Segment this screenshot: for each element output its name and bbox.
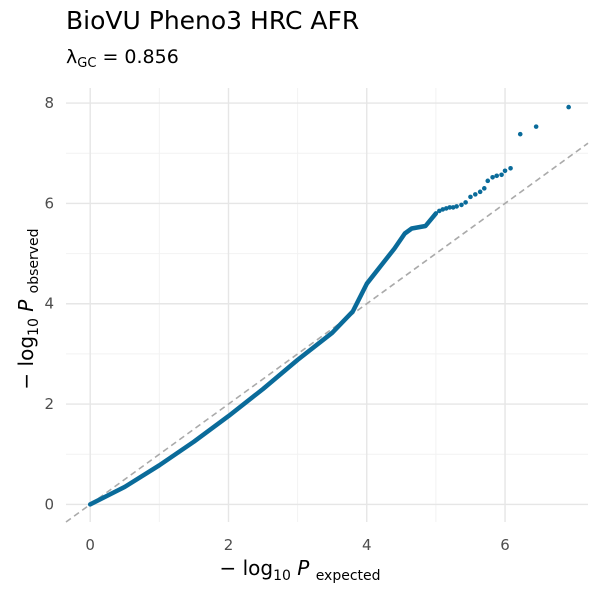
data-point [566, 104, 571, 110]
data-curve [87, 211, 439, 507]
data-point [477, 189, 483, 195]
y-axis-symbol: P [14, 299, 38, 312]
x-axis-symbol: P [297, 556, 310, 580]
y-axis-label: − log10 P observed [14, 228, 42, 389]
chart-title: BioVU Pheno3 HRC AFR [66, 6, 360, 35]
data-point [485, 178, 491, 184]
y-axis-subscript: observed [26, 228, 42, 294]
x-axis-prefix: − log [219, 556, 274, 580]
lambda-subscript: GC [77, 56, 97, 71]
y-tick-label: 2 [44, 395, 54, 413]
data-point [440, 207, 446, 212]
x-tick-label: 2 [224, 536, 234, 554]
y-tick-labels: 0 2 4 6 8 [44, 94, 54, 513]
data-point [481, 186, 487, 191]
x-axis-label: − log10 P expected [0, 556, 600, 584]
data-point [447, 205, 453, 210]
x-axis-subscript: expected [315, 568, 381, 584]
chart-subtitle: λGC = 0.856 [66, 46, 179, 71]
data-point [533, 124, 539, 129]
data-points [437, 104, 571, 214]
reference-line [65, 142, 589, 523]
y-tick-label: 0 [44, 495, 54, 513]
data-point [517, 131, 523, 137]
data-point [494, 173, 500, 179]
data-point [502, 168, 508, 174]
data-point [450, 205, 456, 210]
data-point [437, 208, 442, 214]
data-point [459, 202, 464, 208]
data-point [490, 175, 495, 180]
data-point [443, 206, 449, 211]
data-point [468, 194, 473, 200]
y-axis-prefix: − log [14, 335, 38, 390]
grid-lines [66, 88, 588, 522]
lambda-value: = 0.856 [102, 46, 179, 68]
y-tick-label: 6 [44, 194, 54, 212]
x-tick-label: 4 [362, 536, 372, 554]
data-point [508, 165, 513, 171]
data-point [463, 200, 468, 205]
y-tick-label: 8 [44, 94, 54, 112]
y-tick-label: 4 [44, 295, 54, 313]
y-axis-base: 10 [26, 318, 42, 336]
x-tick-label: 0 [85, 536, 95, 554]
x-axis-base: 10 [273, 568, 291, 584]
data-point [473, 192, 478, 197]
x-tick-label: 6 [500, 536, 510, 554]
data-point [454, 204, 459, 209]
lambda-symbol: λ [66, 46, 78, 68]
x-tick-labels: 0 2 4 6 [85, 536, 509, 554]
data-point [499, 172, 504, 178]
